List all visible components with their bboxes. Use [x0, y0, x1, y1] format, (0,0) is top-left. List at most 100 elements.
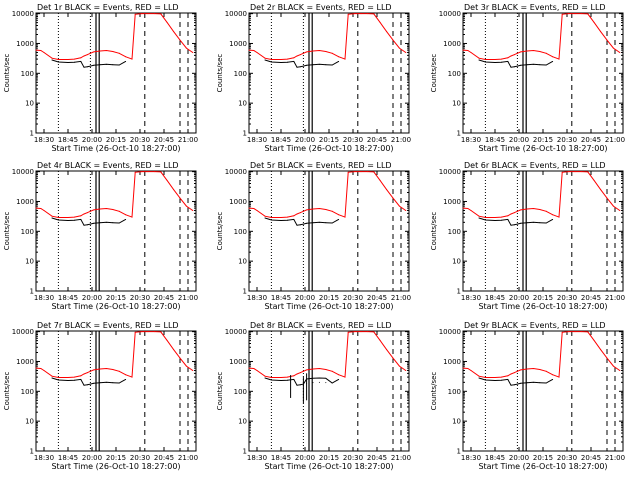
data-point	[344, 58, 346, 60]
x-tick-label: 21:00	[178, 294, 198, 302]
data-point	[354, 331, 356, 333]
data-point	[80, 375, 82, 377]
data-point	[513, 66, 515, 68]
series-line-events	[478, 217, 553, 226]
x-tick-label: 20:45	[581, 294, 601, 302]
y-tick-label: 10	[238, 100, 247, 108]
data-point	[160, 13, 162, 15]
y-tick-label: 10	[25, 100, 34, 108]
x-tick-label: 18:30	[34, 454, 54, 462]
x-tick-label: 18:30	[247, 294, 267, 302]
series-line-lld	[462, 13, 621, 60]
y-tick-label: 10	[25, 258, 34, 266]
data-point	[600, 349, 602, 351]
data-point	[467, 208, 469, 210]
x-tick-label: 20:30	[343, 136, 363, 144]
data-point	[112, 50, 114, 52]
data-point	[86, 66, 88, 68]
data-point	[89, 223, 91, 225]
data-point	[134, 13, 136, 15]
data-point	[80, 215, 82, 217]
data-point	[470, 209, 472, 211]
data-point	[539, 50, 541, 52]
data-point	[134, 171, 136, 173]
data-point	[561, 13, 563, 15]
data-point	[574, 171, 576, 173]
panel-title: Det 9r BLACK = Events, RED = LLD	[464, 321, 606, 330]
data-point	[500, 379, 502, 381]
data-point	[507, 215, 509, 217]
data-point	[574, 331, 576, 333]
data-point	[366, 171, 368, 173]
data-point	[185, 47, 187, 49]
x-tick-label: 18:30	[461, 454, 481, 462]
data-point	[552, 56, 554, 58]
series-line-lld	[462, 331, 621, 378]
data-point	[89, 383, 91, 385]
data-point	[286, 216, 288, 218]
data-point	[125, 218, 127, 220]
data-point	[587, 13, 589, 15]
data-point	[302, 223, 304, 225]
data-point	[293, 215, 295, 217]
data-point	[192, 209, 194, 211]
data-point	[331, 370, 333, 372]
data-point	[105, 381, 107, 383]
data-point	[484, 59, 486, 61]
data-point	[112, 368, 114, 370]
data-point	[93, 369, 95, 371]
data-point	[280, 380, 282, 382]
y-axis-label: Counts/sec	[3, 54, 11, 93]
data-point	[507, 378, 509, 380]
panel-title: Det 6r BLACK = Events, RED = LLD	[464, 161, 606, 170]
x-axis-label: Start Time (26-Oct-10 18:27:00)	[478, 302, 607, 311]
data-point	[462, 367, 464, 369]
x-tick-label: 20:00	[82, 454, 102, 462]
data-point	[131, 58, 133, 60]
data-point	[373, 171, 375, 173]
data-point	[67, 220, 69, 222]
data-point	[125, 60, 127, 62]
data-point	[532, 50, 534, 52]
panel-5: Det 5r BLACK = Events, RED = LLD 1 10 100 10…	[216, 161, 411, 311]
data-point	[338, 214, 340, 216]
data-point	[93, 382, 95, 384]
x-tick-label: 20:00	[82, 294, 102, 302]
data-point	[83, 66, 85, 68]
x-tick-label: 20:45	[154, 136, 174, 144]
data-point	[293, 57, 295, 59]
data-point	[347, 13, 349, 15]
data-point	[51, 59, 53, 61]
data-point	[606, 197, 608, 199]
data-point	[516, 370, 518, 372]
data-point	[552, 214, 554, 216]
data-point	[507, 57, 509, 59]
data-point	[99, 382, 101, 384]
data-point	[264, 375, 266, 377]
y-tick-label: 10	[452, 100, 461, 108]
x-tick-label: 20:00	[295, 136, 315, 144]
data-point	[545, 222, 547, 224]
data-point	[606, 357, 608, 359]
data-point	[270, 377, 272, 379]
series-line-events	[264, 377, 339, 386]
data-point	[484, 217, 486, 219]
panel-title: Det 8r BLACK = Events, RED = LLD	[250, 321, 392, 330]
x-tick-label: 18:45	[485, 454, 505, 462]
data-point	[354, 13, 356, 15]
x-tick-label: 18:45	[271, 136, 291, 144]
data-point	[118, 382, 120, 384]
plot-frame	[35, 12, 197, 134]
data-point	[612, 205, 614, 207]
data-point	[112, 64, 114, 66]
data-point	[478, 57, 480, 59]
data-point	[338, 218, 340, 220]
data-point	[93, 222, 95, 224]
data-point	[318, 221, 320, 223]
data-point	[478, 217, 480, 219]
data-point	[80, 378, 82, 380]
data-point	[264, 215, 266, 217]
data-point	[192, 51, 194, 53]
data-point	[507, 375, 509, 377]
panel-9: Det 9r BLACK = Events, RED = LLD 1 10 100 10…	[430, 321, 625, 471]
